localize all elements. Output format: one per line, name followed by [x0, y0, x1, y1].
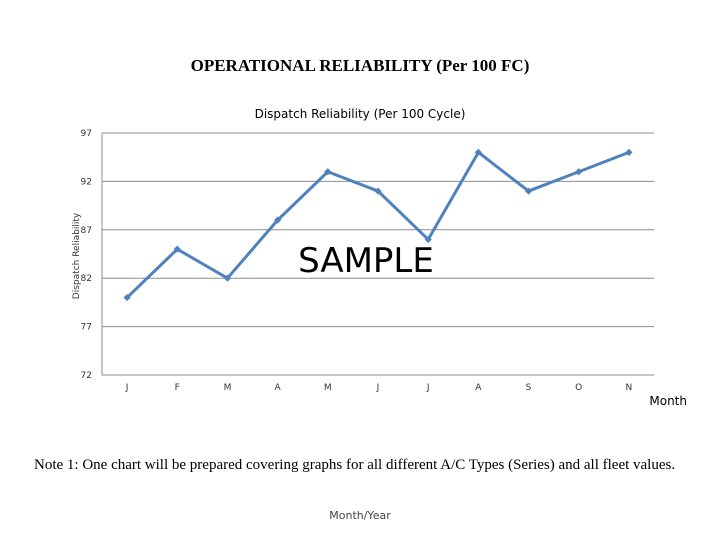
data-point [374, 187, 382, 195]
x-tick-label: J [426, 383, 430, 393]
x-tick-label: M [324, 383, 332, 393]
data-point [123, 293, 131, 302]
y-tick-label: 72 [81, 371, 92, 381]
data-point [575, 168, 583, 176]
data-point [524, 187, 533, 195]
x-tick-label: F [175, 383, 180, 393]
x-tick-label: O [575, 383, 582, 393]
x-axis-label: Month [649, 394, 687, 408]
page-title: OPERATIONAL RELIABILITY (Per 100 FC) [190, 56, 530, 75]
data-point [223, 274, 232, 282]
y-axis-label: Dispatch Reliability [72, 212, 82, 299]
data-point [274, 216, 282, 224]
data-point [173, 245, 181, 253]
chart-title: Dispatch Reliability (Per 100 Cycle) [255, 107, 466, 121]
x-tick-label: M [224, 383, 232, 393]
data-point [424, 235, 432, 244]
y-tick-label: 87 [81, 226, 92, 236]
footer-label: Month/Year [329, 509, 391, 522]
y-tick-label: 77 [81, 323, 92, 333]
x-tick-label: J [376, 383, 380, 393]
y-tick-label: 97 [81, 129, 92, 139]
sample-watermark: SAMPLE [298, 241, 434, 281]
data-point [324, 168, 332, 176]
x-tick-label: A [275, 383, 282, 393]
y-tick-label: 82 [81, 274, 92, 284]
chart-note: Note 1: One chart will be prepared cover… [34, 457, 676, 473]
x-tick-label: S [526, 383, 532, 393]
x-tick-label: N [626, 383, 633, 393]
data-point [474, 148, 482, 156]
x-tick-label: J [125, 383, 129, 393]
data-point [625, 148, 633, 156]
x-tick-label: A [475, 383, 482, 393]
y-tick-label: 92 [81, 177, 92, 187]
line-chart: Dispatch Reliability (Per 100 Cycle) 97 9… [72, 107, 687, 408]
